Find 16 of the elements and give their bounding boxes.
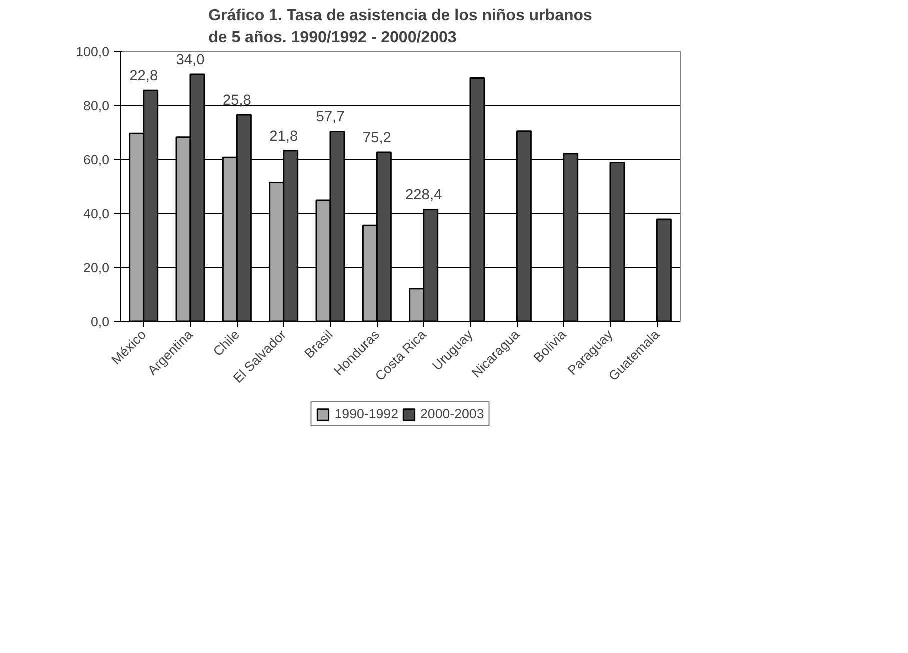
y-tick-label: 60,0 (84, 152, 110, 168)
annotation: 21,8 (270, 128, 298, 145)
y-tick-label: 80,0 (84, 98, 110, 114)
chart-title: Gráfico 1. Tasa de asistencia de los niños urbanos de 5 años. 1990/1992 - 2000/2003 (208, 7, 593, 46)
legend-label: 1990-1992 (334, 406, 398, 422)
annotation: 25,8 (222, 92, 252, 109)
y-tick-label: 0,0 (90, 314, 110, 330)
annotation: 57,7 (316, 110, 345, 126)
y-tick-label: 20,0 (84, 260, 110, 276)
annotation: 22,8 (130, 68, 158, 85)
annotation: 75,2 (362, 130, 392, 146)
y-tick-label: 40,0 (84, 206, 110, 222)
y-tick-label: 100,0 (76, 44, 110, 60)
annotation: 228,4 (405, 188, 442, 204)
legend-label: 2000-2003 (420, 406, 484, 422)
annotation: 34,0 (176, 52, 205, 68)
